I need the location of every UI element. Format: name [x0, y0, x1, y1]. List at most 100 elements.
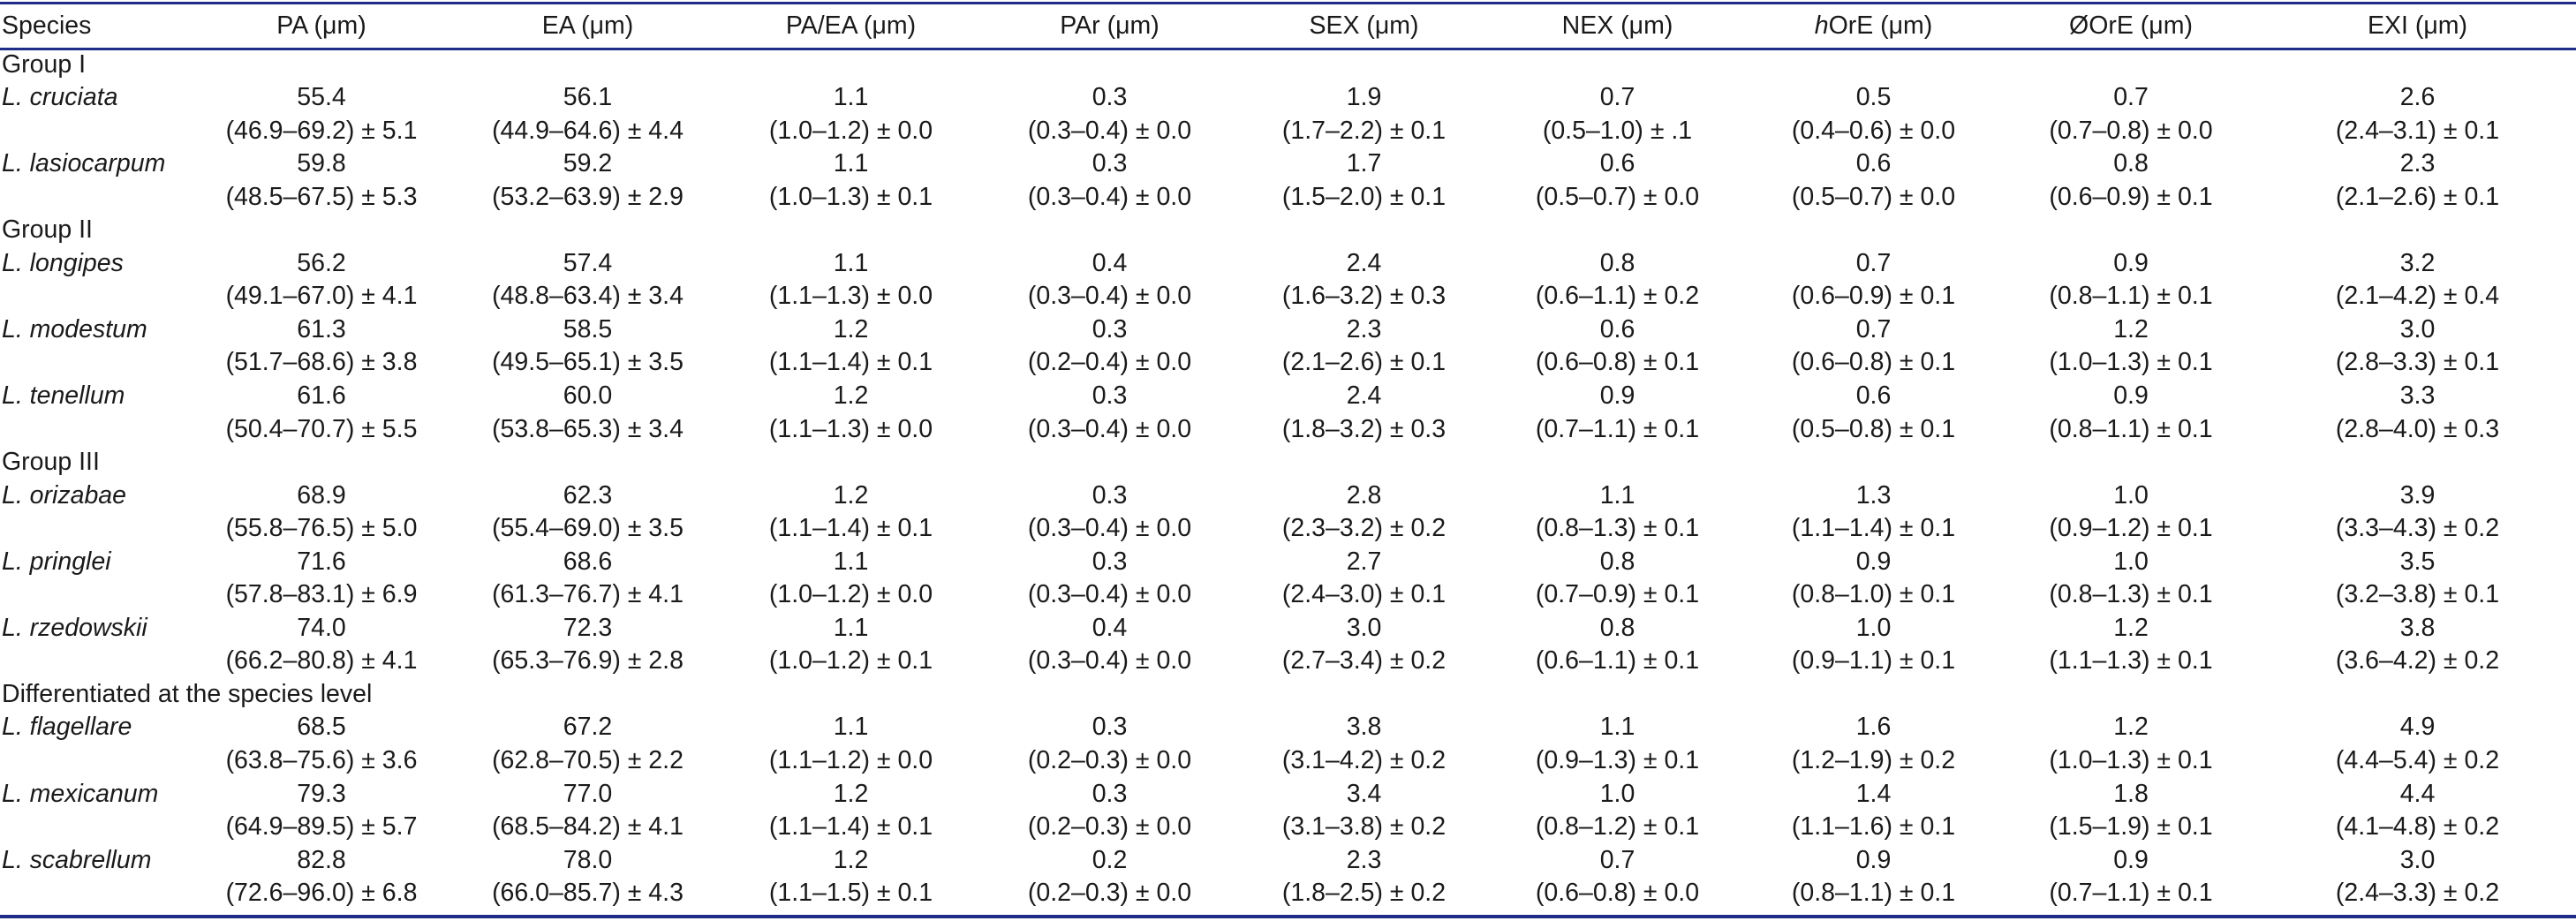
species-name: L. scabrellum — [2, 845, 152, 874]
range-dore: (0.9–1.2) ± 0.1 — [2049, 514, 2213, 543]
mean-exi: 2.3 — [2399, 149, 2436, 178]
range-sex: (3.1–4.2) ± 0.2 — [1281, 746, 1447, 774]
mean-nex: 0.8 — [1599, 547, 1635, 576]
mean-sex: 2.7 — [1346, 547, 1382, 576]
table-body: Group I L. cruciata 55.4 56.1 1.1 0.3 1.9 0.7 0.… — [0, 48, 2576, 910]
species-mean-row: L. lasiocarpum 59.8 59.2 1.1 0.3 1.7 0.6 0.6 0.8… — [0, 147, 2576, 181]
mean-hore: 1.3 — [1855, 480, 1892, 510]
mean-pa: 68.9 — [297, 480, 346, 510]
range-par: (0.3–0.4) ± 0.0 — [1027, 646, 1192, 676]
range-sex: (2.1–2.6) ± 0.1 — [1281, 348, 1447, 377]
mean-par: 0.4 — [1092, 613, 1128, 642]
species-spacer — [0, 180, 187, 214]
range-exi: (3.2–3.8) ± 0.1 — [2335, 580, 2500, 609]
mean-sex: 3.8 — [1346, 713, 1382, 742]
mean-nex: 1.1 — [1599, 480, 1635, 510]
species-range-row: (51.7–68.6) ± 3.8 (49.5–65.1) ± 3.5 (1.1–1… — [0, 346, 2576, 380]
mean-par: 0.2 — [1092, 845, 1128, 874]
mean-sex: 1.9 — [1346, 83, 1382, 112]
mean-pa-ea: 1.2 — [833, 845, 869, 874]
mean-ea: 68.6 — [563, 547, 613, 576]
range-dore: (1.5–1.9) ± 0.1 — [2049, 812, 2213, 842]
mean-pa-ea: 1.2 — [833, 381, 869, 410]
table-header: Species PA (μm) EA (μm) PA/EA (μm) PAr (… — [0, 4, 2576, 48]
range-hore: (0.9–1.1) ± 0.1 — [1791, 646, 1956, 676]
range-pa: (64.9–89.5) ± 5.7 — [225, 812, 418, 842]
mean-pa: 79.3 — [297, 779, 346, 808]
species-spacer — [0, 114, 187, 147]
species-range-row: (66.2–80.8) ± 4.1 (65.3–76.9) ± 2.8 (1.0–1… — [0, 645, 2576, 678]
range-dore: (1.1–1.3) ± 0.1 — [2049, 646, 2213, 676]
mean-dore: 1.2 — [2113, 314, 2149, 343]
species-range-row: (50.4–70.7) ± 5.5 (53.8–65.3) ± 3.4 (1.1–1… — [0, 412, 2576, 446]
range-pa-ea: (1.1–1.5) ± 0.1 — [768, 879, 933, 908]
mean-nex: 0.9 — [1599, 381, 1635, 410]
species-mean-row: L. tenellum 61.6 60.0 1.2 0.3 2.4 0.9 0.6 0.9 3.3 — [0, 379, 2576, 412]
range-par: (0.3–0.4) ± 0.0 — [1027, 282, 1192, 311]
species-mean-row: L. scabrellum 82.8 78.0 1.2 0.2 2.3 0.7 0.9 0.9 3… — [0, 843, 2576, 877]
range-pa: (66.2–80.8) ± 4.1 — [225, 646, 418, 676]
mean-pa: 61.3 — [297, 314, 346, 343]
mean-dore: 1.0 — [2113, 547, 2149, 576]
range-sex: (1.5–2.0) ± 0.1 — [1281, 182, 1447, 211]
range-ea: (53.2–63.9) ± 2.9 — [492, 182, 684, 211]
species-spacer — [0, 645, 187, 678]
range-exi: (4.1–4.8) ± 0.2 — [2335, 812, 2500, 842]
mean-sex: 2.4 — [1346, 248, 1382, 277]
mean-hore: 0.7 — [1855, 248, 1892, 277]
species-mean-row: L. pringlei 71.6 68.6 1.1 0.3 2.7 0.8 0.9 1.0 3.5 — [0, 545, 2576, 578]
header-hore-prefix: h — [1814, 11, 1829, 41]
range-pa-ea: (1.1–1.4) ± 0.1 — [768, 514, 933, 543]
species-range-row: (46.9–69.2) ± 5.1 (44.9–64.6) ± 4.4 (1.0–1… — [0, 114, 2576, 147]
species-spacer — [0, 578, 187, 612]
range-pa: (51.7–68.6) ± 3.8 — [225, 348, 418, 377]
mean-pa-ea: 1.1 — [833, 83, 869, 112]
species-range-row: (64.9–89.5) ± 5.7 (68.5–84.2) ± 4.1 (1.1–1… — [0, 811, 2576, 844]
species-name: L. modestum — [2, 314, 147, 343]
species-range-row: (72.6–96.0) ± 6.8 (66.0–85.7) ± 4.3 (1.1–1… — [0, 877, 2576, 910]
mean-par: 0.3 — [1092, 381, 1128, 410]
mean-exi: 2.6 — [2399, 83, 2436, 112]
header-row: Species PA (μm) EA (μm) PA/EA (μm) PAr (… — [0, 4, 2576, 48]
header-nex: NEX (μm) — [1561, 11, 1673, 41]
mean-pa-ea: 1.1 — [833, 248, 869, 277]
range-pa-ea: (1.0–1.2) ± 0.1 — [768, 646, 933, 676]
range-ea: (49.5–65.1) ± 3.5 — [492, 348, 684, 377]
range-pa-ea: (1.1–1.2) ± 0.0 — [768, 746, 933, 774]
range-dore: (0.8–1.1) ± 0.1 — [2049, 282, 2213, 311]
species-spacer — [0, 512, 187, 546]
mean-ea: 77.0 — [563, 779, 613, 808]
mean-pa-ea: 1.2 — [833, 480, 869, 510]
range-hore: (0.6–0.9) ± 0.1 — [1791, 282, 1956, 311]
range-hore: (0.5–0.7) ± 0.0 — [1791, 182, 1956, 211]
range-pa: (48.5–67.5) ± 5.3 — [225, 182, 418, 211]
range-pa: (49.1–67.0) ± 4.1 — [225, 282, 418, 311]
species-name: L. longipes — [2, 248, 124, 277]
species-mean-row: L. longipes 56.2 57.4 1.1 0.4 2.4 0.8 0.7 0.9 3.2 — [0, 246, 2576, 280]
species-mean-row: L. mexicanum 79.3 77.0 1.2 0.3 3.4 1.0 1.4 1.8 4.… — [0, 777, 2576, 811]
mean-sex: 3.4 — [1346, 779, 1382, 808]
range-par: (0.2–0.4) ± 0.0 — [1027, 348, 1192, 377]
mean-dore: 0.8 — [2113, 149, 2149, 178]
mean-pa: 56.2 — [297, 248, 346, 277]
species-spacer — [0, 280, 187, 313]
range-ea: (65.3–76.9) ± 2.8 — [492, 646, 684, 676]
mean-nex: 0.8 — [1599, 248, 1635, 277]
range-exi: (2.8–3.3) ± 0.1 — [2335, 348, 2500, 377]
mean-pa-ea: 1.1 — [833, 547, 869, 576]
mean-exi: 3.0 — [2399, 845, 2436, 874]
mean-ea: 67.2 — [563, 713, 613, 742]
range-exi: (3.6–4.2) ± 0.2 — [2335, 646, 2500, 676]
mean-hore: 1.4 — [1855, 779, 1892, 808]
mean-nex: 0.7 — [1599, 83, 1635, 112]
mean-exi: 3.9 — [2399, 480, 2436, 510]
species-mean-row: L. orizabae 68.9 62.3 1.2 0.3 2.8 1.1 1.3 1.0 3.9 — [0, 479, 2576, 512]
group-label: Group II — [2, 215, 93, 245]
mean-exi: 3.0 — [2399, 314, 2436, 343]
mean-pa-ea: 1.2 — [833, 779, 869, 808]
mean-par: 0.3 — [1092, 547, 1128, 576]
mean-dore: 1.0 — [2113, 480, 2149, 510]
species-name: L. tenellum — [2, 381, 125, 410]
header-hore: hOrE (μm) — [1744, 4, 2003, 48]
